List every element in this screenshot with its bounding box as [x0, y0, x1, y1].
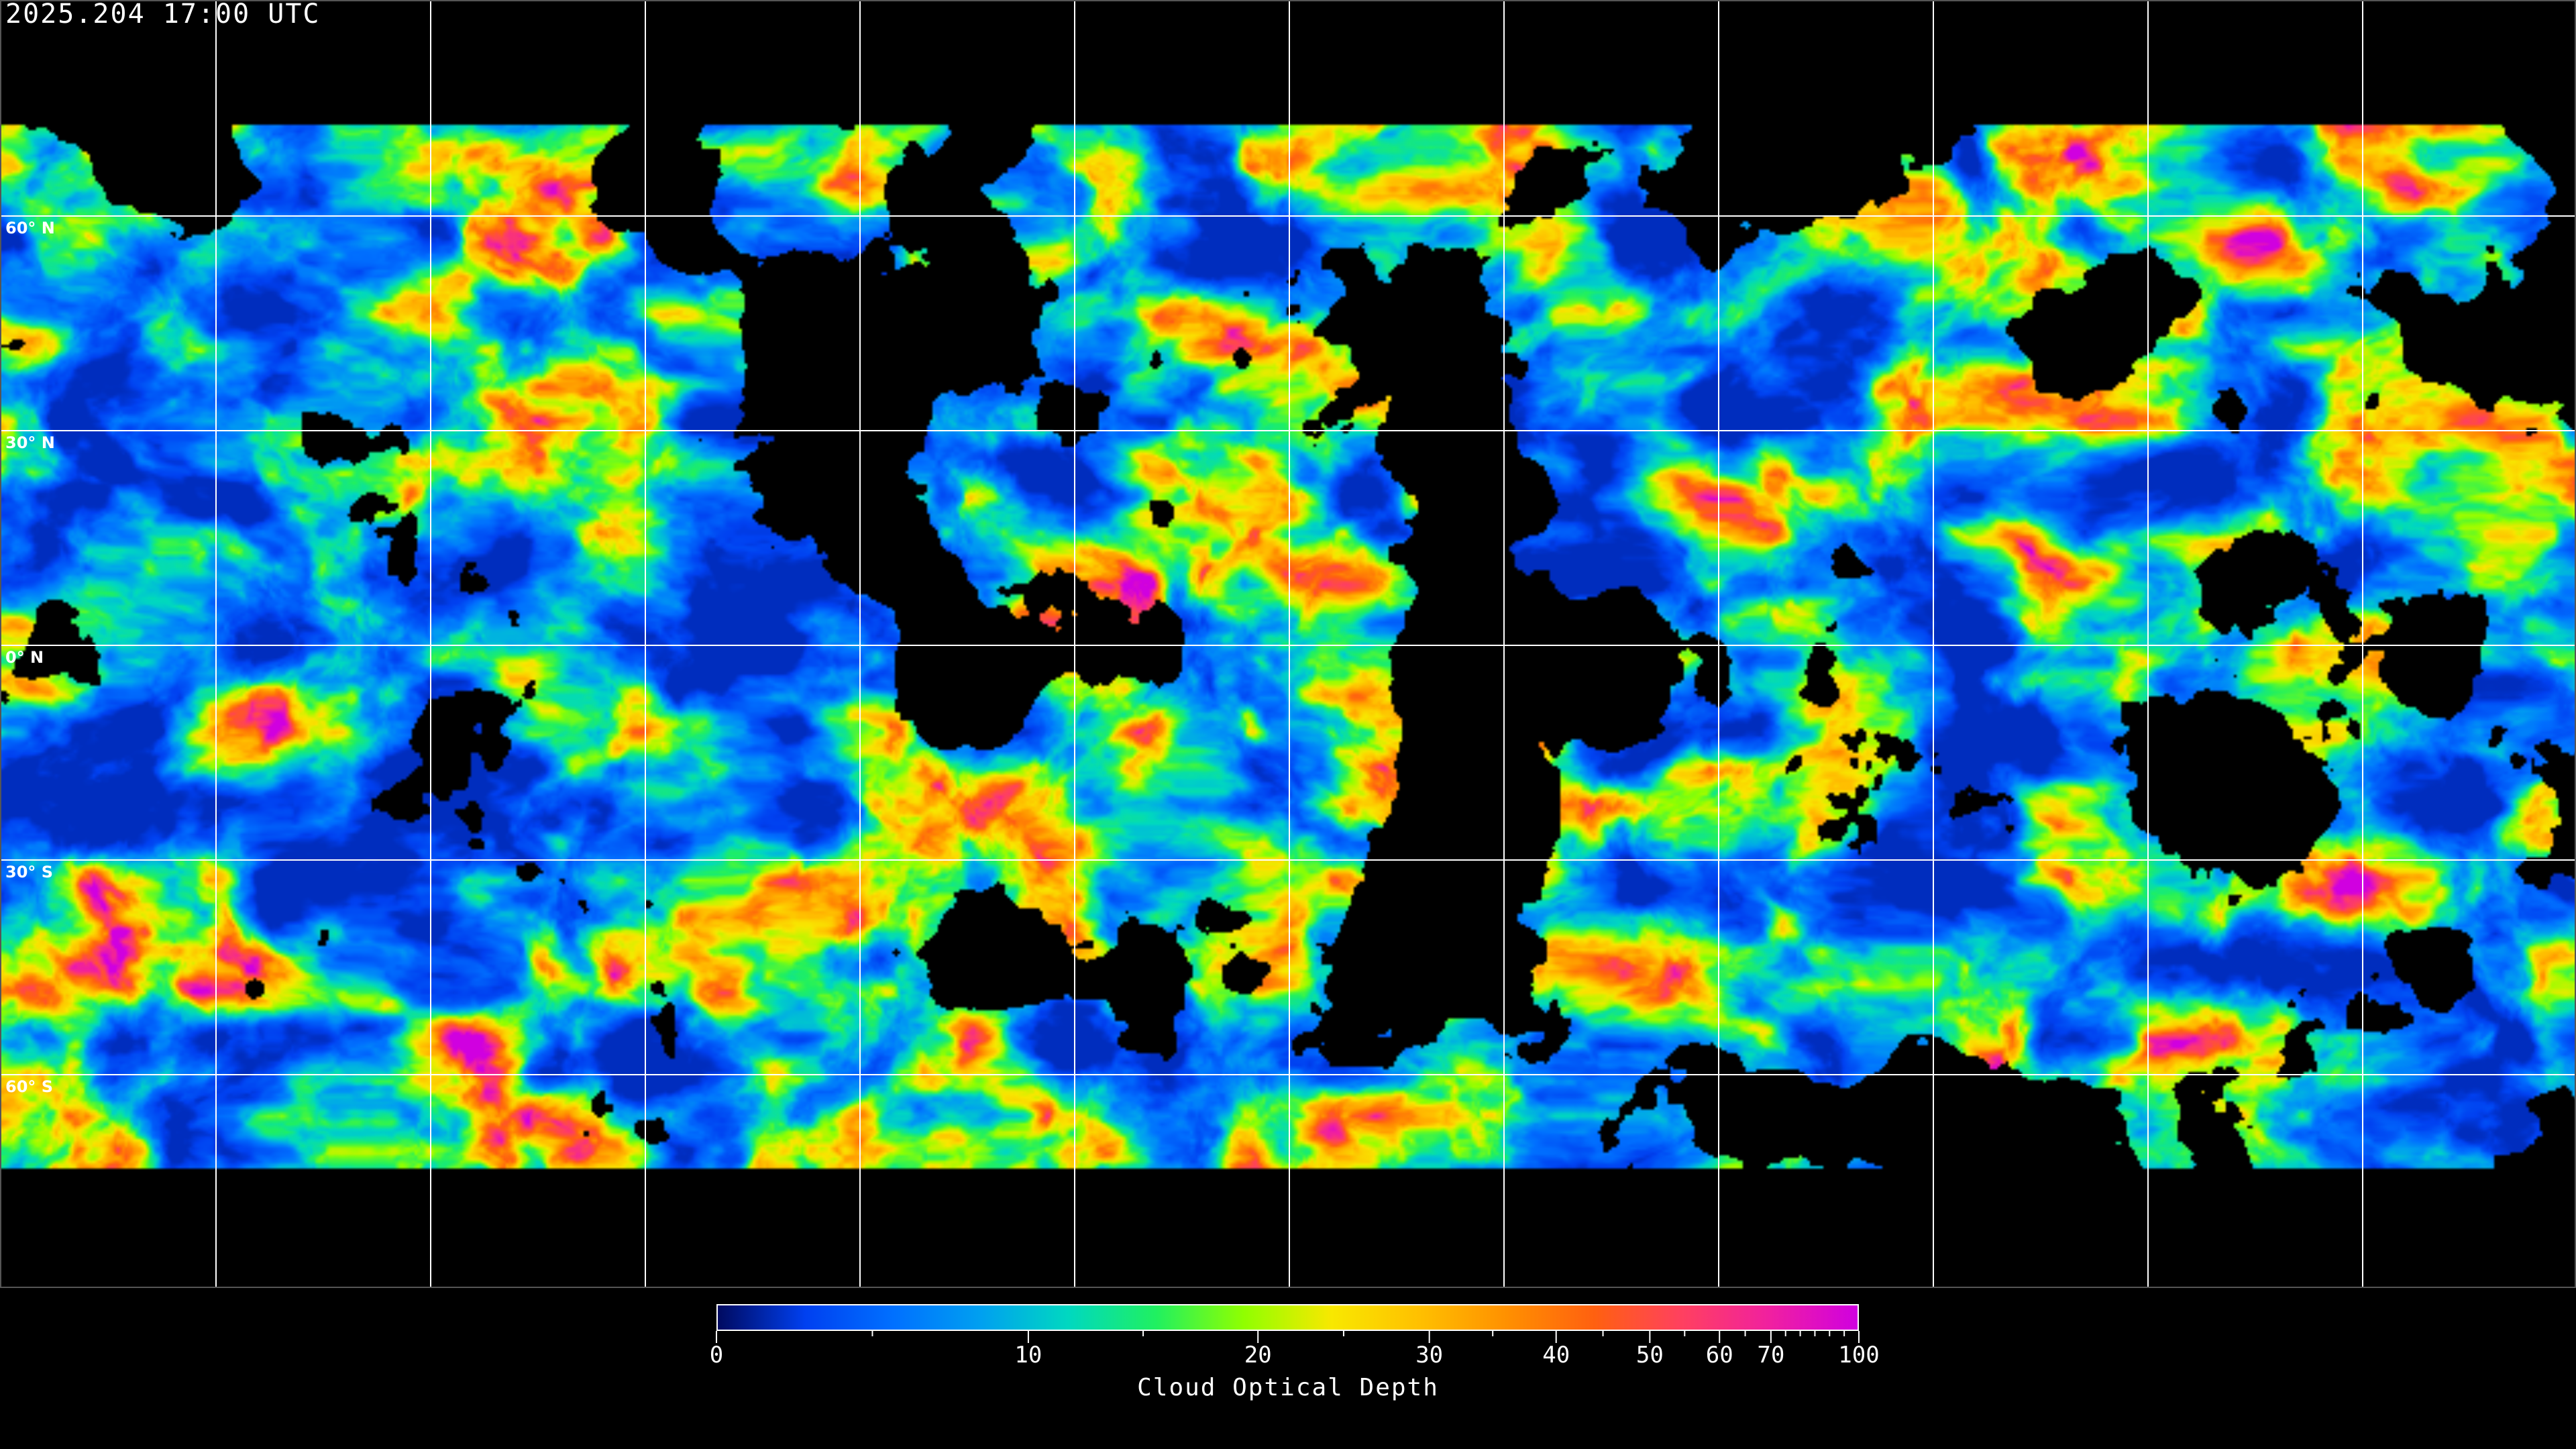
colorbar-title: Cloud Optical Depth	[1137, 1374, 1439, 1401]
colorbar-tick-label: 10	[1014, 1342, 1042, 1368]
colorbar-tick-label: 40	[1542, 1342, 1570, 1368]
cloud-optical-depth-map: 2025.204 17:00 UTC 60° N 30° N 0° N 30° S 60…	[0, 0, 2576, 1288]
colorbar-tick-label: 20	[1244, 1342, 1272, 1368]
latitude-label: 60° N	[5, 219, 55, 237]
latitude-label: 30° N	[5, 433, 55, 452]
colorbar-tick-label: 30	[1415, 1342, 1444, 1368]
colorbar-tick-label: 0	[709, 1342, 724, 1368]
timestamp: 2025.204 17:00 UTC	[5, 0, 321, 30]
latitude-label: 60° S	[5, 1077, 54, 1096]
colorbar-tick-label: 60	[1705, 1342, 1733, 1368]
latitude-label: 0° N	[5, 648, 44, 667]
colorbar-tick-label: 100	[1838, 1342, 1880, 1368]
colorbar-tick-label: 50	[1635, 1342, 1664, 1368]
colorbar-tick-label: 70	[1757, 1342, 1785, 1368]
latitude-label: 30° S	[5, 863, 54, 881]
colorbar	[716, 1304, 1859, 1331]
graticule	[1, 1, 2575, 1287]
